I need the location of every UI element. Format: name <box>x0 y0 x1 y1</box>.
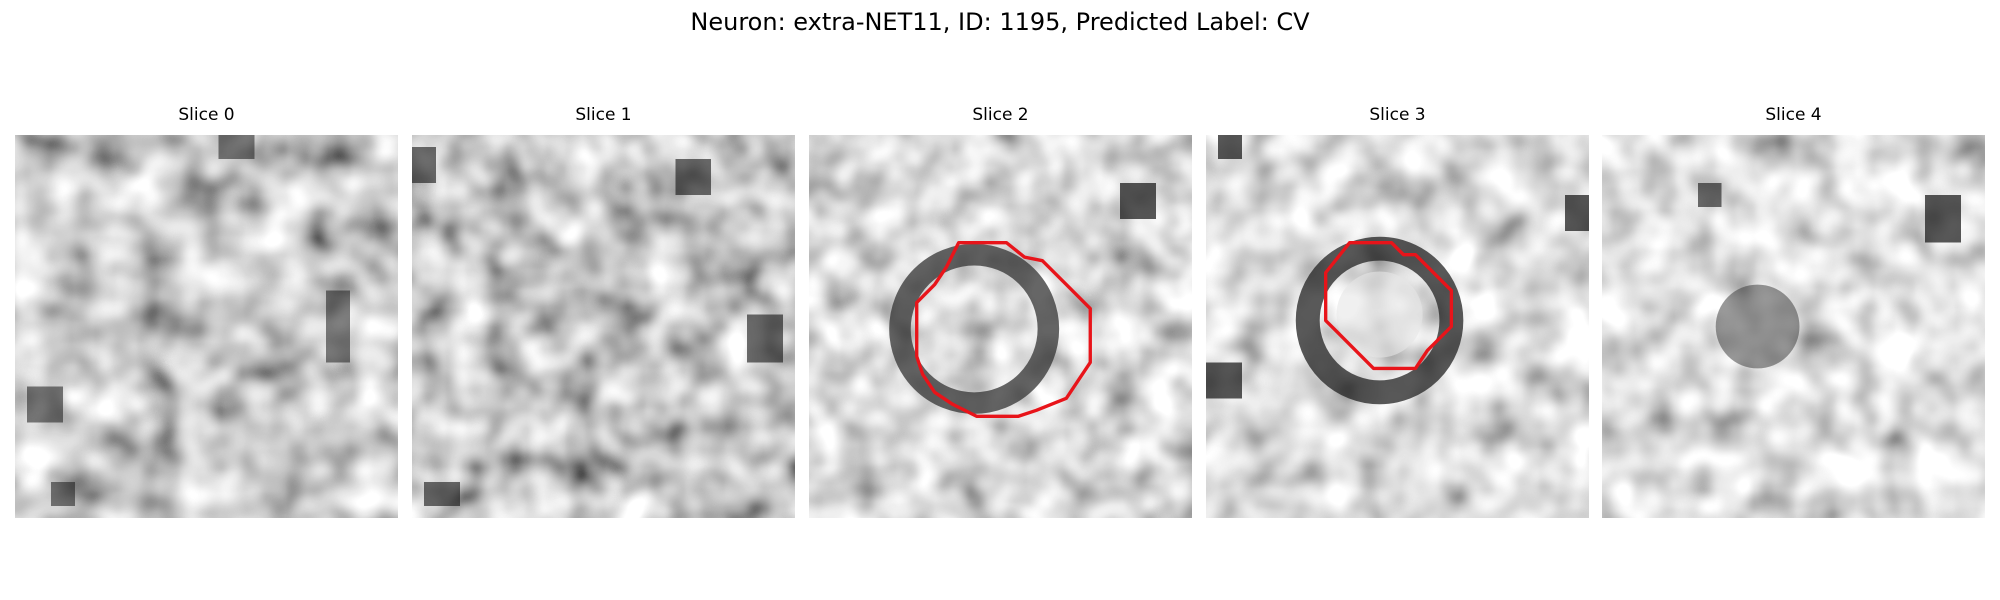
slice-image-2 <box>809 135 1192 518</box>
figure-title: Neuron: extra-NET11, ID: 1195, Predicted… <box>690 8 1310 36</box>
slice-title-1: Slice 1 <box>575 105 632 125</box>
slice-image-4 <box>1602 135 1985 518</box>
slice-image-3 <box>1206 135 1589 518</box>
slice-title-4: Slice 4 <box>1765 105 1822 125</box>
slice-title-0: Slice 0 <box>178 105 235 125</box>
slice-title-2: Slice 2 <box>972 105 1029 125</box>
cell-contour-2 <box>915 241 1092 418</box>
cell-contour-3 <box>1324 241 1454 371</box>
slice-image-1 <box>412 135 795 518</box>
slice-image-0 <box>15 135 398 518</box>
slice-title-3: Slice 3 <box>1369 105 1426 125</box>
